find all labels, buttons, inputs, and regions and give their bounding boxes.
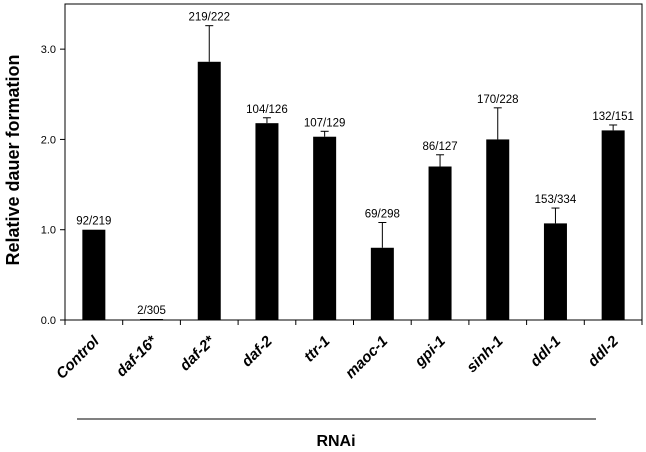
- x-tick-label: daf-16*: [113, 332, 161, 380]
- data-label: 104/126: [246, 104, 288, 116]
- y-axis-label: Relative dauer formation: [3, 54, 23, 265]
- bar-ddl-2: [601, 130, 625, 320]
- bar-ttr-1: [313, 136, 337, 320]
- x-tick-label: daf-2*: [177, 332, 219, 374]
- bar-control: [82, 229, 106, 320]
- bar-daf-2: [255, 123, 279, 320]
- data-label: 2/305: [137, 305, 166, 317]
- bar-gpi-1: [428, 166, 452, 320]
- x-tick-label: daf-2: [238, 332, 276, 370]
- y-tick-label: 0.0: [41, 315, 56, 327]
- x-tick-label: sinh-1: [463, 333, 506, 376]
- x-tick-label: ddl-1: [527, 333, 564, 370]
- plot-area: 0.0 1.0 2.0 3.0 92/219 Control 2/305 daf-16* 219…: [41, 3, 643, 383]
- rnai-group-label: RNAi: [316, 433, 355, 450]
- x-tick-label: gpi-1: [411, 333, 449, 371]
- data-label: 107/129: [304, 117, 346, 129]
- x-tick-label: maoc-1: [342, 333, 391, 382]
- data-label: 219/222: [188, 12, 230, 24]
- y-tick-label: 1.0: [41, 225, 56, 237]
- x-tick-label: ttr-1: [301, 333, 334, 366]
- bar-daf-16-: [140, 319, 164, 320]
- bar-maoc-1: [370, 247, 394, 320]
- data-label: 132/151: [592, 111, 634, 123]
- x-tick-label: Control: [53, 332, 103, 382]
- data-label: 69/298: [365, 208, 400, 220]
- data-label: 86/127: [422, 141, 457, 153]
- bar-daf-2-: [197, 61, 221, 320]
- data-label: 153/334: [535, 194, 577, 206]
- x-tick-label: ddl-2: [585, 332, 623, 370]
- y-tick-label: 2.0: [41, 134, 56, 146]
- y-tick-label: 3.0: [41, 44, 56, 56]
- data-label: 170/228: [477, 94, 519, 106]
- bar-ddl-1: [543, 223, 567, 320]
- data-label: 92/219: [76, 216, 111, 228]
- bar-sinh-1: [486, 139, 510, 320]
